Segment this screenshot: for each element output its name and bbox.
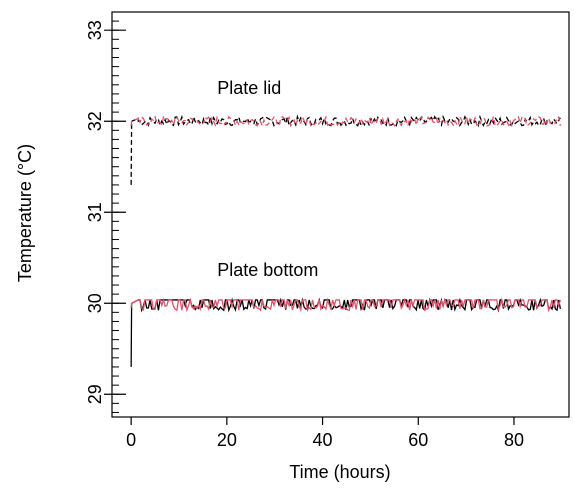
y-tick-label: 29	[85, 384, 105, 404]
y-tick-label: 33	[85, 20, 105, 40]
annotation-plate-bottom: Plate bottom	[217, 260, 318, 280]
x-tick-label: 40	[313, 430, 333, 450]
annotation-plate-lid: Plate lid	[217, 78, 281, 98]
y-tick-label: 30	[85, 293, 105, 313]
y-axis: 29 30 31 32 33	[85, 20, 126, 404]
y-tick-label: 32	[85, 111, 105, 131]
x-axis-label: Time (hours)	[289, 462, 390, 482]
x-axis: 0 20 40 60 80	[126, 417, 524, 450]
plot-frame	[112, 12, 569, 417]
y-minor-ticks	[112, 21, 119, 412]
x-tick-label: 80	[504, 430, 524, 450]
series-layer	[131, 117, 560, 367]
y-axis-label: Temperature (°C)	[15, 144, 35, 282]
series-line-lid	[131, 117, 560, 185]
series-line-bottom	[131, 300, 560, 367]
x-tick-label: 0	[126, 430, 136, 450]
y-tick-label: 31	[85, 202, 105, 222]
x-tick-label: 60	[408, 430, 428, 450]
x-tick-label: 20	[217, 430, 237, 450]
